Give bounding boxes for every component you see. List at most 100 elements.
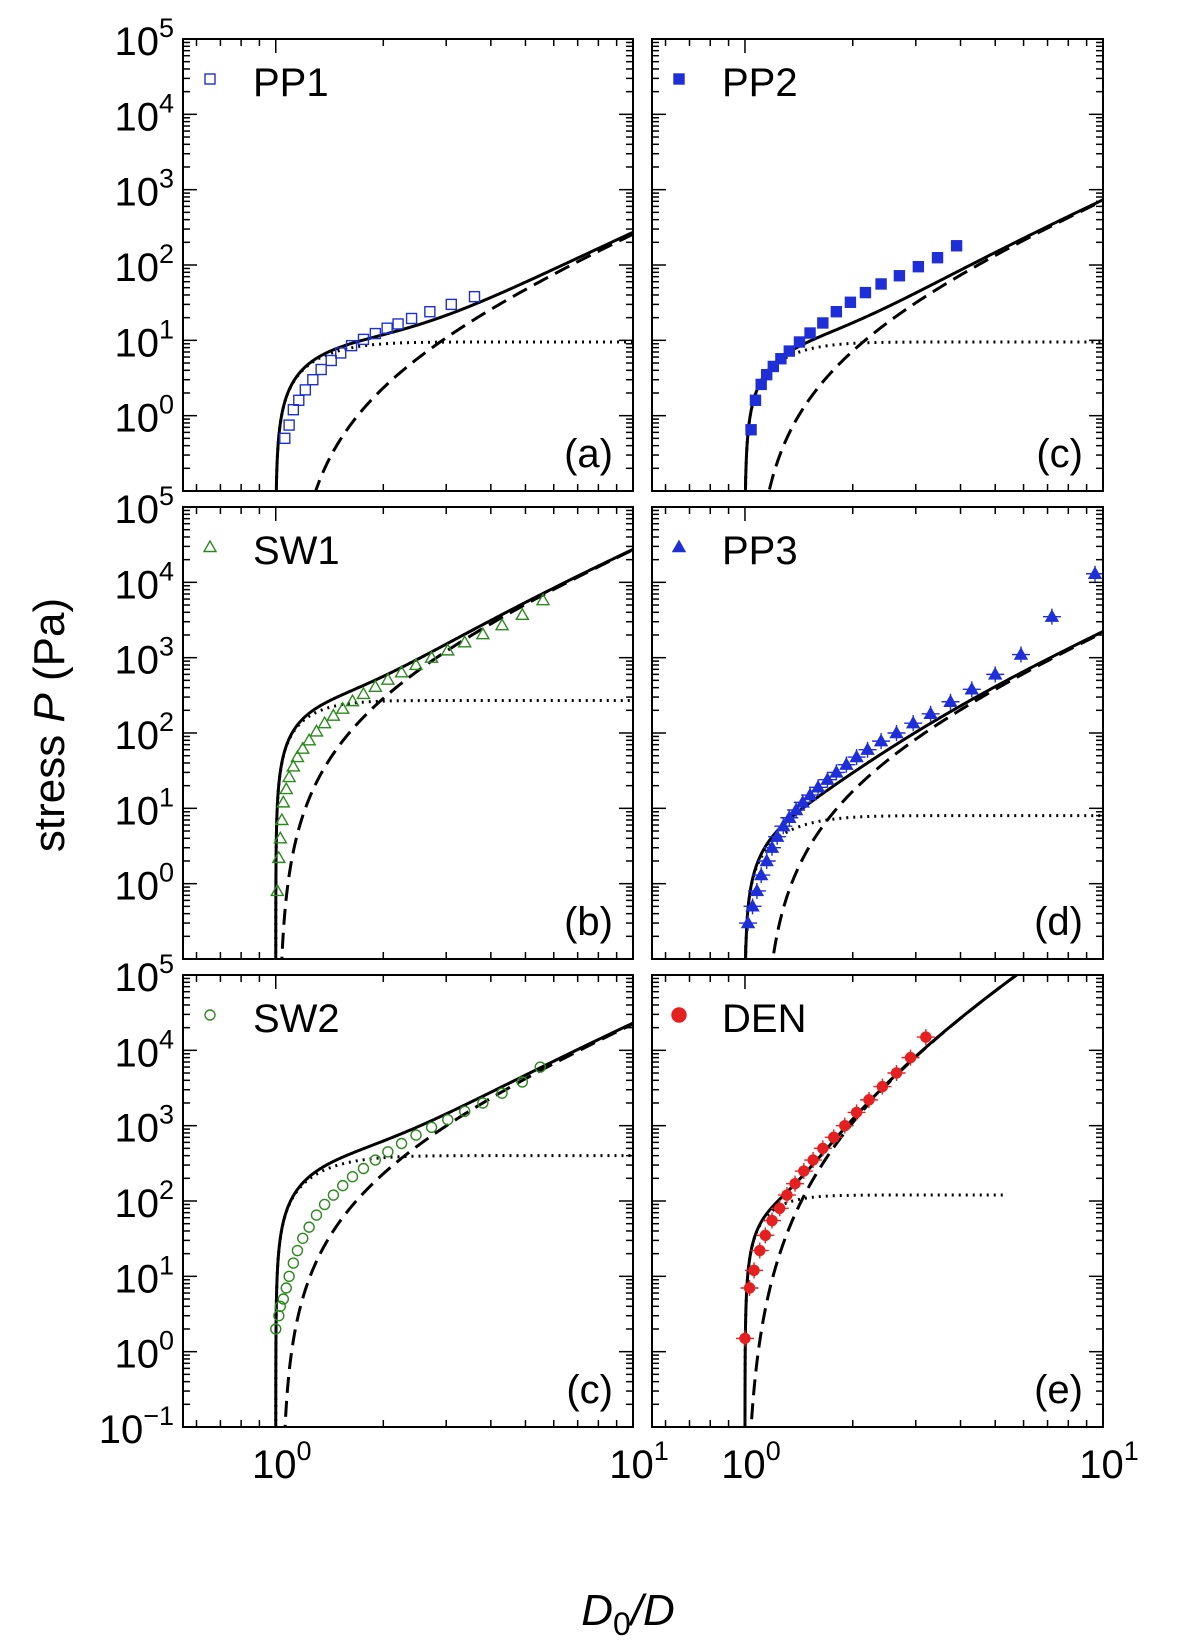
data-point — [445, 298, 457, 311]
data-point — [424, 305, 436, 318]
ticks — [652, 974, 1104, 1428]
data-point — [325, 354, 337, 367]
error-bar — [904, 715, 923, 732]
data-point — [279, 781, 294, 795]
data-point — [408, 657, 424, 671]
ticks — [183, 506, 634, 960]
data-markers — [270, 1061, 546, 1335]
data-point — [424, 650, 439, 663]
error-bar — [873, 1078, 892, 1095]
data-point — [760, 368, 773, 381]
panel-a: PP1 (a) — [182, 38, 634, 492]
fit-dotted-line — [743, 1193, 1005, 1427]
data-point — [442, 1114, 454, 1126]
legend-marker — [671, 1007, 687, 1023]
legend-label: PP3 — [722, 529, 798, 573]
data-point — [280, 1282, 292, 1294]
error-bar — [835, 1117, 854, 1134]
error-bar — [752, 867, 771, 884]
x-axis-label: D0/D — [581, 1586, 675, 1641]
panel-label: (c) — [1036, 432, 1083, 476]
x-axis-label-den: /D — [628, 1586, 675, 1635]
data-point — [283, 1270, 295, 1283]
data-point — [783, 345, 796, 357]
legend: PP3 — [671, 529, 798, 573]
data-point — [291, 1244, 304, 1257]
data-point — [496, 1087, 508, 1099]
legend-marker — [204, 1009, 216, 1021]
y-tick-label: 103 — [114, 164, 174, 215]
error-bar — [740, 1280, 759, 1296]
data-point — [271, 850, 287, 864]
data-point — [804, 327, 816, 339]
error-bar — [743, 898, 762, 915]
data-point — [382, 1146, 394, 1158]
fit-curves — [274, 548, 633, 959]
data-point — [346, 1171, 359, 1183]
data-point — [405, 312, 418, 325]
data-point — [392, 318, 404, 330]
fit-dashed-line — [749, 975, 1020, 1427]
legend-marker — [671, 539, 687, 553]
data-markers — [279, 290, 481, 445]
data-point — [273, 830, 288, 844]
error-bar — [770, 1200, 789, 1217]
y-tick-label: 104 — [114, 556, 174, 607]
panel-e: DEN (e) — [651, 974, 1104, 1428]
ticks — [183, 974, 634, 1428]
data-point — [303, 1221, 315, 1233]
y-tick-label: 103 — [114, 1100, 174, 1151]
fit-solid-line — [274, 1021, 633, 1427]
error-bar — [1086, 565, 1103, 582]
legend-marker — [673, 73, 685, 85]
data-point — [394, 664, 409, 678]
data-point — [440, 642, 455, 656]
y-tick-label: 102 — [114, 707, 174, 758]
data-point — [475, 626, 491, 640]
error-bar — [747, 882, 766, 899]
error-bar — [739, 915, 758, 932]
panel-label: (a) — [564, 432, 613, 476]
data-point — [745, 424, 757, 436]
legend: DEN — [671, 997, 806, 1041]
data-point — [755, 378, 767, 391]
data-point — [277, 1293, 290, 1305]
data-point — [535, 592, 551, 606]
data-markers — [735, 1029, 935, 1347]
error-bar — [887, 1065, 906, 1082]
data-point — [477, 1097, 489, 1109]
data-point — [749, 394, 762, 406]
x-tick-label: 100 — [721, 1436, 781, 1487]
error-bar — [916, 1029, 935, 1046]
y-tick-label: 100 — [114, 1326, 174, 1377]
fit-solid-line — [743, 198, 1103, 491]
panel-label: (d) — [1034, 900, 1083, 944]
error-bar — [794, 1163, 813, 1180]
panel-frame — [651, 506, 1104, 960]
y-tick-label: 104 — [114, 1024, 174, 1075]
data-point — [335, 701, 350, 714]
data-point — [468, 290, 481, 303]
data-point — [369, 1154, 382, 1166]
error-bar — [786, 1175, 805, 1192]
data-point — [844, 296, 857, 308]
error-bar — [804, 1152, 823, 1169]
y-tick-label: 101 — [114, 782, 174, 833]
fit-curves — [743, 198, 1103, 491]
data-point — [357, 1162, 370, 1175]
error-bar — [859, 1091, 878, 1108]
data-point — [309, 723, 324, 737]
data-point — [293, 394, 305, 406]
data-point — [830, 305, 843, 318]
data-point — [357, 333, 370, 346]
x-axis-label-num: D — [581, 1586, 613, 1635]
fit-dashed-line — [314, 232, 633, 491]
y-tick-label: 100 — [114, 858, 174, 909]
error-bar — [986, 666, 1005, 683]
data-markers — [745, 240, 963, 436]
y-tick-label: 100 — [114, 390, 174, 441]
data-point — [425, 1121, 438, 1134]
error-bar — [793, 794, 812, 811]
panel-b: SW1 (b) — [182, 506, 634, 960]
error-bar — [847, 749, 866, 766]
